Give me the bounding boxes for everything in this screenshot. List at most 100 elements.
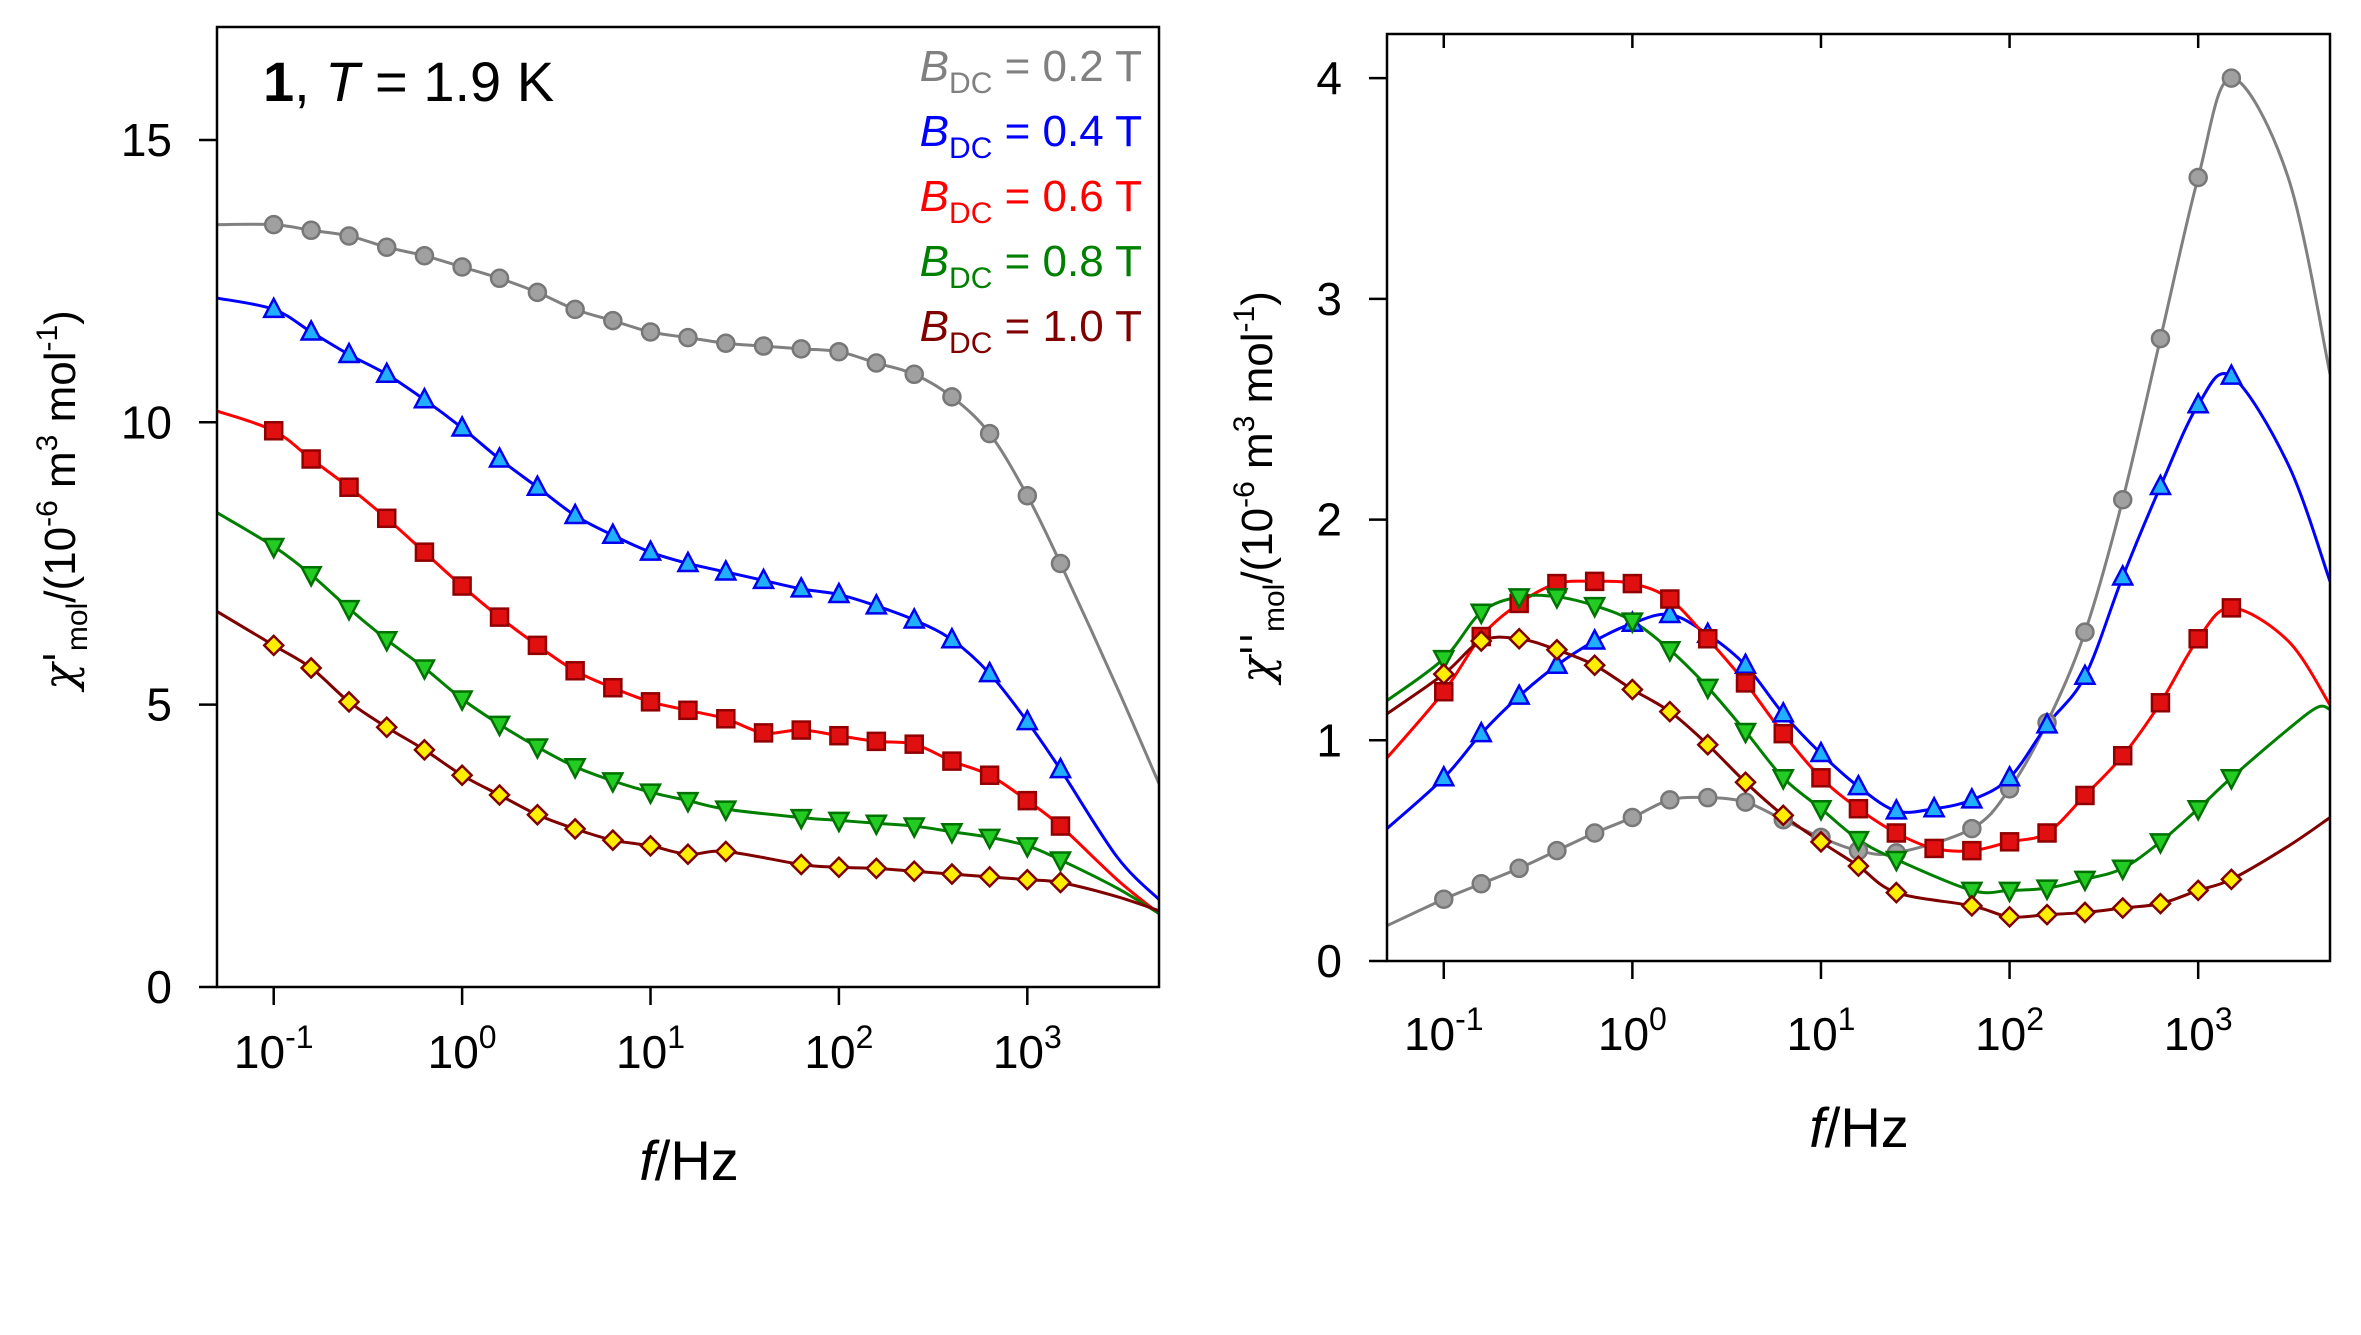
- data-point-triangle-down: [337, 599, 361, 622]
- data-point-circle: [2188, 167, 2208, 188]
- y-label-m: m: [36, 451, 85, 500]
- x-tick-exponent: 3: [1044, 1019, 1062, 1055]
- legend-entry: BDC = 0.8 T: [920, 237, 1142, 295]
- data-point-square: [301, 449, 321, 469]
- legend-entry: BDC = 0.4 T: [920, 107, 1142, 165]
- data-point-diamond: [337, 690, 361, 714]
- data-point-triangle-down: [2111, 859, 2135, 882]
- data-point-triangle-up: [827, 581, 851, 604]
- data-point-square: [866, 731, 887, 752]
- y-tick-label: 0: [1316, 935, 1342, 987]
- data-point-square: [1773, 723, 1794, 744]
- data-point-diamond: [789, 853, 813, 876]
- data-point-square: [452, 576, 472, 596]
- data-point-circle: [2112, 489, 2133, 510]
- legend-B: B: [920, 237, 949, 286]
- data-point-triangle-down: [1809, 799, 1833, 822]
- data-point-triangle-down: [1620, 612, 1644, 635]
- data-point-square: [2221, 598, 2242, 618]
- legend-value: = 0.6 T: [992, 172, 1142, 221]
- data-point-circle: [1050, 553, 1071, 574]
- data-point-triangle-down: [827, 811, 851, 834]
- data-point-triangle-up: [1015, 708, 1039, 731]
- data-point-square: [1698, 629, 1718, 649]
- data-point-diamond: [1809, 830, 1833, 854]
- data-point-diamond: [262, 634, 285, 657]
- fit-line-02T: [1387, 76, 2330, 928]
- y-label-chi: χ': [35, 651, 86, 693]
- data-point-diamond: [676, 843, 700, 866]
- data-point-triangle-up: [1507, 682, 1531, 705]
- data-point-triangle-down: [2186, 799, 2210, 822]
- y-tick-label: 4: [1316, 52, 1342, 104]
- legend-entry: BDC = 0.2 T: [920, 42, 1142, 100]
- y-label-chi: χ'': [1232, 632, 1283, 686]
- x-tick-exponent: 0: [479, 1019, 497, 1055]
- data-point-diamond: [1049, 871, 1072, 894]
- data-point-triangle-down: [1583, 596, 1607, 619]
- x-label-unit: /Hz: [1825, 1096, 1909, 1159]
- y-label-exponent: -6: [1228, 481, 1261, 508]
- data-point-square: [942, 751, 962, 771]
- data-point-diamond: [1658, 700, 1682, 723]
- data-point-diamond: [563, 817, 587, 841]
- y-label-m-exponent: 3: [31, 435, 64, 452]
- data-point-square: [1811, 768, 1831, 788]
- y-tick-label: 10: [121, 396, 172, 448]
- data-point-square: [829, 725, 849, 746]
- x-tick-exponent: 3: [2215, 1001, 2233, 1037]
- x-tick-base: 10: [1975, 1008, 2026, 1060]
- data-point-diamond: [1432, 662, 1456, 686]
- y-label-mol: mol: [1233, 332, 1282, 415]
- title-compound-number: 1: [263, 50, 294, 113]
- data-point-circle: [603, 310, 623, 331]
- x-tick-exponent: -1: [1455, 1001, 1483, 1037]
- title-T: T: [325, 50, 363, 113]
- data-point-circle: [716, 333, 736, 353]
- legend-B: B: [920, 172, 949, 221]
- y-label-text: /(10: [36, 527, 85, 603]
- data-point-triangle-down: [1507, 588, 1531, 610]
- data-point-triangle-down: [487, 715, 512, 738]
- data-point-triangle-up: [299, 318, 323, 341]
- data-point-triangle-down: [1469, 603, 1493, 626]
- data-point-circle: [866, 353, 887, 373]
- x-tick-exponent: 2: [2026, 1001, 2044, 1037]
- data-point-circle: [1471, 874, 1491, 894]
- x-tick-label: 103: [993, 1019, 1062, 1078]
- legend-value: = 0.8 T: [992, 237, 1142, 286]
- data-point-triangle-down: [1846, 830, 1871, 853]
- data-point-square: [1584, 571, 1605, 592]
- y-label-exponent: -6: [31, 500, 64, 527]
- data-point-triangle-up: [864, 592, 888, 615]
- data-point-square: [565, 661, 585, 681]
- data-point-triangle-down: [1960, 881, 1984, 904]
- data-point-square: [979, 765, 1000, 785]
- legend-value: = 0.2 T: [992, 42, 1142, 91]
- data-point-diamond: [299, 656, 323, 680]
- x-axis-label: f/Hz: [639, 1129, 739, 1192]
- data-point-circle: [1622, 807, 1643, 828]
- data-point-triangle-down: [1015, 837, 1039, 860]
- data-point-square: [2188, 629, 2208, 649]
- data-point-circle: [1547, 840, 1567, 861]
- x-tick-label: 102: [1975, 1001, 2044, 1060]
- data-point-triangle-up: [1469, 720, 1493, 743]
- data-point-diamond: [940, 862, 964, 886]
- data-point-diamond: [2220, 868, 2243, 891]
- data-point-triangle-up: [902, 606, 926, 629]
- data-point-circle: [1698, 787, 1718, 808]
- data-point-diamond: [1847, 854, 1870, 878]
- data-point-square: [1962, 840, 1982, 861]
- x-tick-label: 102: [804, 1019, 873, 1078]
- data-point-square: [791, 720, 811, 740]
- data-point-triangle-up: [563, 502, 587, 525]
- y-label-m-exponent: 3: [1228, 416, 1261, 433]
- data-point-diamond: [413, 738, 436, 762]
- data-point-diamond: [1583, 653, 1606, 677]
- data-point-triangle-down: [450, 690, 474, 713]
- fit-line-10T: [217, 610, 1159, 913]
- data-point-square: [1017, 790, 1038, 811]
- x-tick-base: 10: [234, 1026, 285, 1078]
